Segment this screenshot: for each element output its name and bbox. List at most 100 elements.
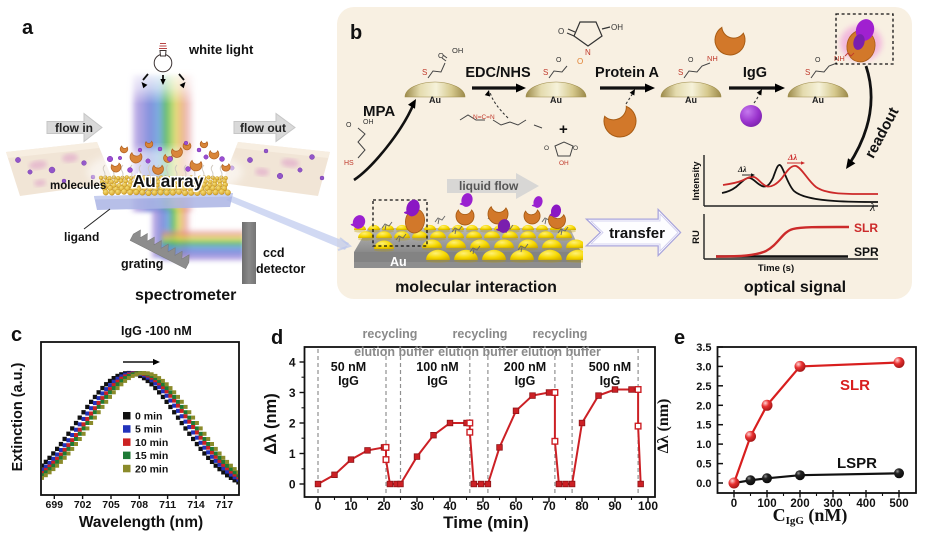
- svg-text:recycling: recycling: [363, 327, 418, 341]
- svg-text:IgG: IgG: [427, 374, 448, 388]
- svg-text:S: S: [678, 68, 683, 77]
- svg-text:ligand: ligand: [64, 230, 99, 244]
- svg-text:a: a: [22, 17, 34, 39]
- svg-text:60: 60: [509, 499, 523, 513]
- svg-text:optical signal: optical signal: [744, 279, 846, 296]
- svg-text:10 min: 10 min: [135, 437, 168, 449]
- svg-text:4: 4: [289, 356, 296, 370]
- svg-text:0: 0: [731, 498, 737, 510]
- svg-text:OH: OH: [559, 160, 569, 167]
- svg-text:flow in: flow in: [55, 121, 93, 135]
- svg-text:300: 300: [823, 498, 842, 510]
- svg-text:MPA: MPA: [363, 103, 395, 120]
- svg-text:20: 20: [377, 499, 391, 513]
- svg-text:3.5: 3.5: [696, 342, 711, 354]
- svg-text:1.5: 1.5: [696, 420, 711, 432]
- svg-text:SLR: SLR: [840, 377, 870, 394]
- svg-text:O: O: [438, 51, 444, 60]
- svg-text:molecular interaction: molecular interaction: [395, 279, 557, 296]
- svg-text:Au: Au: [390, 255, 407, 269]
- svg-text:O: O: [544, 145, 549, 152]
- svg-text:3: 3: [289, 386, 296, 400]
- svg-text:80: 80: [575, 499, 589, 513]
- svg-text:Au: Au: [812, 95, 824, 105]
- svg-text:Time (s): Time (s): [758, 263, 794, 274]
- svg-text:0 min: 0 min: [135, 411, 162, 423]
- svg-text:Au: Au: [550, 95, 562, 105]
- svg-text:IgG -100 nM: IgG -100 nM: [121, 324, 192, 338]
- svg-text:liquid flow: liquid flow: [459, 179, 519, 193]
- svg-text:200 nM: 200 nM: [504, 360, 546, 374]
- svg-text:Protein A: Protein A: [595, 65, 659, 81]
- svg-text:100 nM: 100 nM: [416, 360, 458, 374]
- svg-text:O: O: [577, 57, 583, 66]
- svg-text:3.0: 3.0: [696, 361, 711, 373]
- svg-text:0: 0: [289, 478, 296, 492]
- svg-text:1.0: 1.0: [696, 439, 711, 451]
- svg-text:0.5: 0.5: [696, 459, 711, 471]
- svg-text:Extinction (a.u.): Extinction (a.u.): [10, 362, 26, 471]
- svg-text:b: b: [350, 22, 362, 44]
- svg-text:Δλ: Δλ: [787, 152, 797, 162]
- svg-text:detector: detector: [256, 262, 305, 276]
- svg-text:transfer: transfer: [609, 225, 665, 242]
- svg-text:O: O: [688, 57, 694, 64]
- svg-text:90: 90: [608, 499, 622, 513]
- svg-text:Δλ (nm): Δλ (nm): [655, 399, 672, 454]
- svg-text:S: S: [805, 68, 810, 77]
- svg-text:OH: OH: [452, 46, 463, 55]
- svg-text:elution buffer: elution buffer: [521, 345, 601, 359]
- svg-text:100: 100: [757, 498, 776, 510]
- svg-text:400: 400: [856, 498, 875, 510]
- svg-text:N: N: [585, 48, 591, 57]
- svg-text:IgG: IgG: [338, 374, 359, 388]
- svg-text:O: O: [346, 122, 352, 129]
- svg-text:e: e: [674, 327, 685, 349]
- svg-text:1: 1: [289, 447, 296, 461]
- svg-text:OH: OH: [611, 23, 623, 32]
- svg-text:Δλ: Δλ: [737, 165, 747, 174]
- svg-text:705: 705: [102, 499, 120, 511]
- svg-text:711: 711: [159, 499, 176, 511]
- svg-text:CIgG (nM): CIgG (nM): [773, 505, 848, 527]
- svg-text:ccd: ccd: [263, 246, 285, 260]
- svg-text:717: 717: [216, 499, 234, 511]
- svg-text:d: d: [271, 327, 283, 349]
- svg-text:2: 2: [289, 417, 296, 431]
- svg-text:recycling: recycling: [533, 327, 588, 341]
- svg-text:2.5: 2.5: [696, 381, 711, 393]
- svg-text:0: 0: [315, 499, 322, 513]
- svg-text:5 min: 5 min: [135, 424, 162, 436]
- svg-text:HS: HS: [344, 160, 354, 167]
- svg-text:15 min: 15 min: [135, 450, 168, 462]
- svg-text:Au: Au: [429, 95, 441, 105]
- svg-text:70: 70: [542, 499, 556, 513]
- svg-text:S: S: [543, 68, 548, 77]
- svg-text:NH: NH: [707, 54, 718, 63]
- svg-text:0.0: 0.0: [696, 478, 711, 490]
- svg-text:molecules: molecules: [50, 180, 106, 192]
- svg-text:EDC/NHS: EDC/NHS: [465, 65, 531, 81]
- svg-text:elution buffer: elution buffer: [438, 345, 518, 359]
- svg-text:grating: grating: [121, 257, 163, 271]
- svg-text:30: 30: [410, 499, 424, 513]
- svg-text:Δλ (nm): Δλ (nm): [262, 393, 280, 454]
- svg-text:50: 50: [476, 499, 490, 513]
- svg-text:O: O: [556, 57, 562, 64]
- svg-text:200: 200: [790, 498, 809, 510]
- svg-text:O: O: [573, 145, 578, 152]
- svg-text:Time (min): Time (min): [443, 513, 529, 532]
- svg-text:N=C=N: N=C=N: [473, 114, 495, 121]
- svg-text:20 min: 20 min: [135, 463, 168, 475]
- svg-text:10: 10: [344, 499, 358, 513]
- svg-text:OH: OH: [363, 119, 374, 126]
- svg-text:RU: RU: [691, 230, 702, 244]
- svg-text:SLR: SLR: [854, 221, 878, 235]
- svg-text:2.0: 2.0: [696, 400, 711, 412]
- svg-text:Wavelength (nm): Wavelength (nm): [79, 514, 203, 531]
- svg-text:50 nM: 50 nM: [331, 360, 366, 374]
- svg-text:40: 40: [443, 499, 457, 513]
- svg-text:S: S: [422, 68, 427, 77]
- svg-text:500 nM: 500 nM: [589, 360, 631, 374]
- svg-text:spectrometer: spectrometer: [135, 287, 236, 304]
